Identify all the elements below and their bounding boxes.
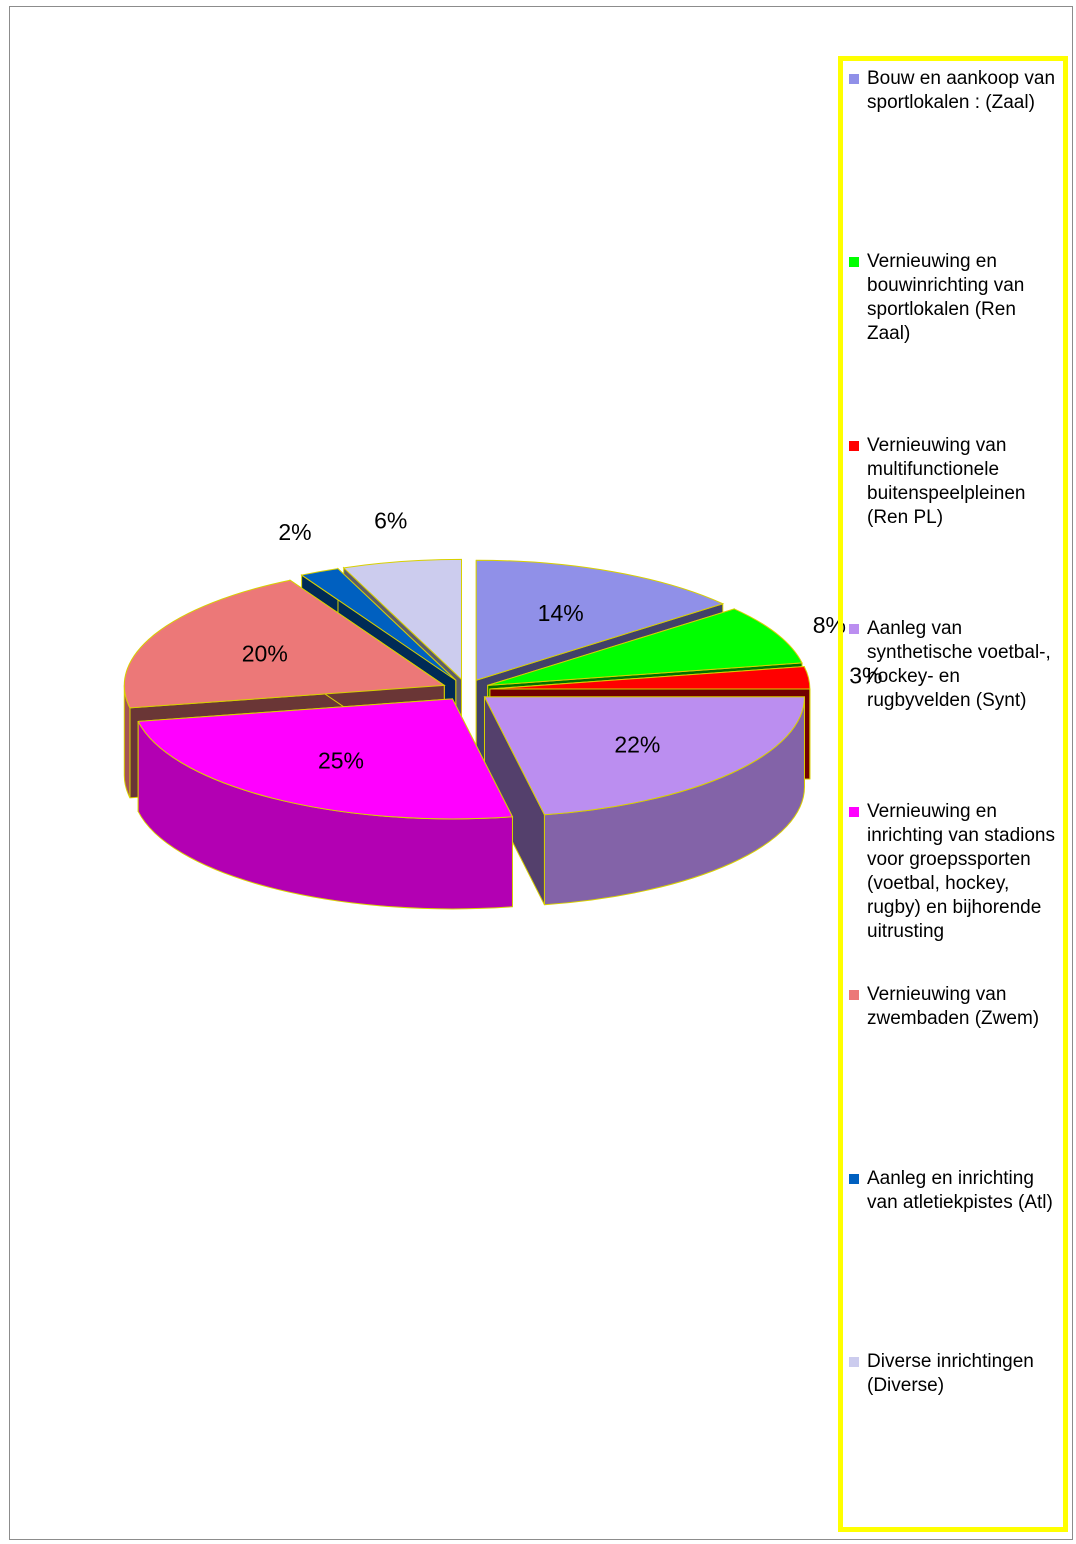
data-label-aanleg-en-inrichting-van-atletiekpistes-: 2% (278, 519, 311, 545)
data-label-bouw-en-aankoop-van-sportlokalen-zaal: 14% (538, 600, 584, 626)
pie-slice-aanleg-en-inrichting-van-atletiekpistes- (300, 568, 457, 681)
pie-slice-vernieuwing-van-zwembaden-zwem (123, 579, 446, 709)
legend-label: Vernieuwing en inrichting van stadions v… (867, 801, 1055, 942)
data-label-vernieuwing-van-multifunctionele-buitens: 3% (849, 663, 882, 689)
legend-swatch (849, 807, 859, 817)
legend-swatch (849, 1173, 859, 1184)
legend-item-vernieuwing-van-zwembaden-zwem: Vernieuwing van zwembaden (Zwem) (849, 983, 1064, 1031)
pie-labels: 14% 8%3%22%25%20%2% 6% (242, 507, 883, 773)
legend-item-vernieuwing-en-inrichting-van-stadions-v: Vernieuwing en inrichting van stadions v… (849, 800, 1064, 944)
legend-label: Aanleg van synthetische voetbal-, hockey… (867, 617, 1051, 711)
pie-slice-vernieuwing-van-multifunctionele-buitens (489, 665, 811, 690)
legend-item-aanleg-van-synthetische-voetbal-hockey-e: Aanleg van synthetische voetbal-, hockey… (849, 617, 1064, 713)
legend-item-vernieuwing-van-multifunctionele-buitens: Vernieuwing van multifunctionele buitens… (849, 434, 1064, 530)
legend-item-vernieuwing-en-bouwinrichting-van-sportl: Vernieuwing en bouwinrichting van sportl… (849, 250, 1064, 346)
legend-swatch (849, 440, 859, 451)
legend-item-aanleg-en-inrichting-van-atletiekpistes-: Aanleg en inrichting van atletiekpistes … (849, 1167, 1064, 1215)
pie-slice-bouw-en-aankoop-van-sportlokalen-zaal (475, 559, 725, 681)
data-label-diverse-inrichtingen-diverse: 6% (374, 507, 407, 533)
legend-item-diverse-inrichtingen-diverse: Diverse inrichtingen (Diverse) (849, 1350, 1064, 1398)
legend-label: Diverse inrichtingen (Diverse) (867, 1350, 1034, 1396)
legend-label: Vernieuwing van zwembaden (Zwem) (867, 984, 1040, 1030)
pie-slice-vernieuwing-en-inrichting-van-stadions-v (137, 698, 514, 820)
data-label-vernieuwing-en-inrichting-van-stadions-v: 25% (318, 747, 364, 773)
legend-swatch (849, 1356, 859, 1367)
pie-slice-vernieuwing-en-bouwinrichting-van-sportl (487, 608, 803, 686)
legend-swatch (849, 990, 859, 1001)
legend-swatch (849, 74, 859, 84)
legend-label: Aanleg en inrichting van atletiekpistes … (867, 1167, 1053, 1213)
legend-swatch (849, 257, 859, 268)
chart-legend: Bouw en aankoop van sportlokalen : (Zaal… (838, 56, 1068, 1532)
legend-label: Vernieuwing van multifunctionele buitens… (867, 434, 1026, 528)
pie-tops (123, 558, 811, 820)
pie-slice-diverse-inrichtingen-diverse (342, 558, 463, 681)
legend-label: Bouw en aankoop van sportlokalen : (Zaal… (867, 68, 1056, 113)
legend-label: Vernieuwing en bouwinrichting van sportl… (867, 251, 1025, 345)
pie-slice-aanleg-van-synthetische-voetbal-hockey-e (483, 696, 805, 816)
chart-frame (9, 6, 1073, 1540)
data-label-vernieuwing-van-zwembaden-zwem: 20% (242, 641, 288, 667)
data-label-aanleg-van-synthetische-voetbal-hockey-e: 22% (614, 731, 660, 757)
legend-item-bouw-en-aankoop-van-sportlokalen-zaal: Bouw en aankoop van sportlokalen : (Zaal… (849, 67, 1064, 115)
legend-swatch (849, 623, 859, 634)
